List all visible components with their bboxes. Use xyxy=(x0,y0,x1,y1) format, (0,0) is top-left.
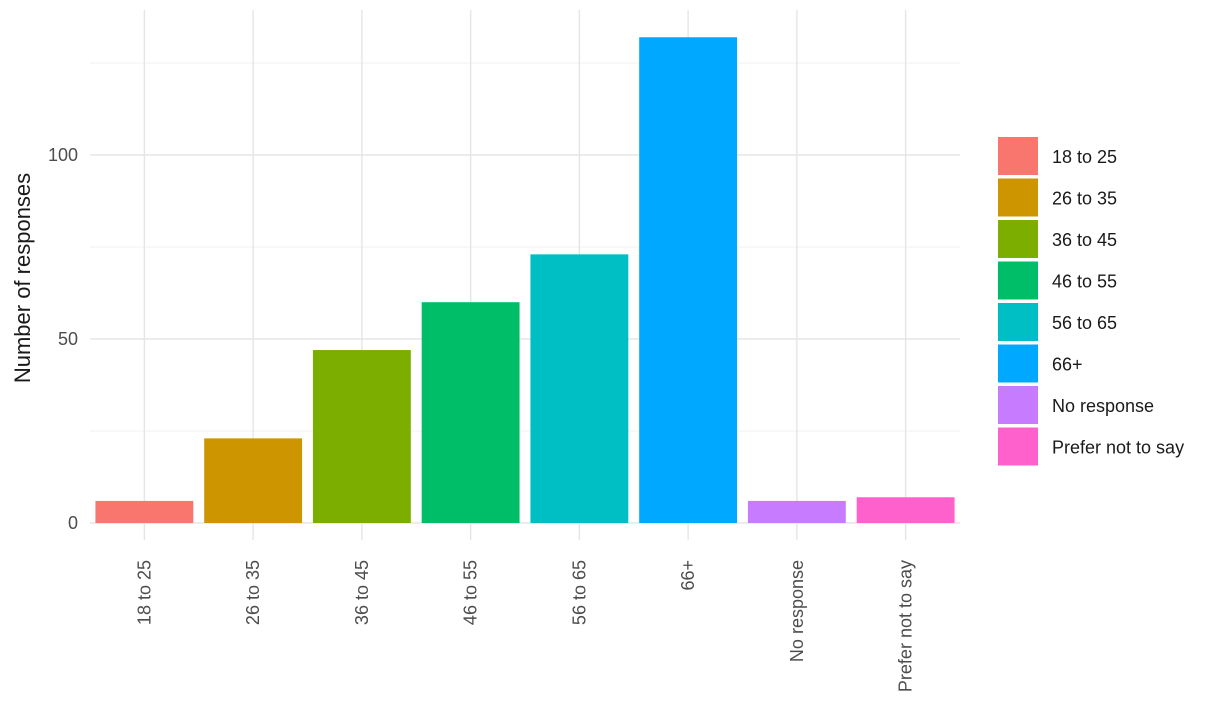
bar xyxy=(422,302,520,523)
x-tick-label: 18 to 25 xyxy=(134,560,154,625)
legend-label: 66+ xyxy=(1052,355,1083,375)
legend-label: No response xyxy=(1052,396,1154,416)
bar xyxy=(857,497,955,523)
legend-swatch xyxy=(998,220,1038,258)
y-tick-label: 0 xyxy=(68,513,78,533)
x-tick-label: 26 to 35 xyxy=(243,560,263,625)
legend-label: 46 to 55 xyxy=(1052,272,1117,292)
x-tick-label: No response xyxy=(787,560,807,662)
legend-label: 18 to 25 xyxy=(1052,147,1117,167)
legend-swatch xyxy=(998,303,1038,341)
x-tick-label: 36 to 45 xyxy=(352,560,372,625)
y-tick-label: 100 xyxy=(48,145,78,165)
legend-label: 26 to 35 xyxy=(1052,189,1117,209)
x-tick-label: 66+ xyxy=(678,560,698,591)
x-tick-label: 56 to 65 xyxy=(569,560,589,625)
bar xyxy=(530,254,628,523)
legend-label: 36 to 45 xyxy=(1052,230,1117,250)
bars xyxy=(95,37,954,523)
bar xyxy=(639,37,737,523)
bar xyxy=(313,350,411,523)
bar xyxy=(748,501,846,523)
x-axis-ticks: 18 to 25 26 to 35 36 to 45 46 to 55 56 to 65… xyxy=(134,560,915,692)
bar xyxy=(204,438,302,523)
legend-swatch xyxy=(998,345,1038,383)
legend: 18 to 25 26 to 35 36 to 45 46 to 55 56 to 65… xyxy=(998,137,1184,466)
y-axis-ticks: 0 50 100 xyxy=(48,145,78,533)
bar xyxy=(95,501,193,523)
y-axis-title: Number of responses xyxy=(10,173,35,383)
legend-swatch xyxy=(998,386,1038,424)
legend-label: Prefer not to say xyxy=(1052,438,1184,458)
legend-swatch xyxy=(998,428,1038,466)
legend-swatch xyxy=(998,137,1038,175)
y-tick-label: 50 xyxy=(58,329,78,349)
x-tick-label: Prefer not to say xyxy=(896,560,916,692)
legend-swatch xyxy=(998,179,1038,217)
x-tick-label: 46 to 55 xyxy=(461,560,481,625)
legend-swatch xyxy=(998,262,1038,300)
legend-label: 56 to 65 xyxy=(1052,313,1117,333)
